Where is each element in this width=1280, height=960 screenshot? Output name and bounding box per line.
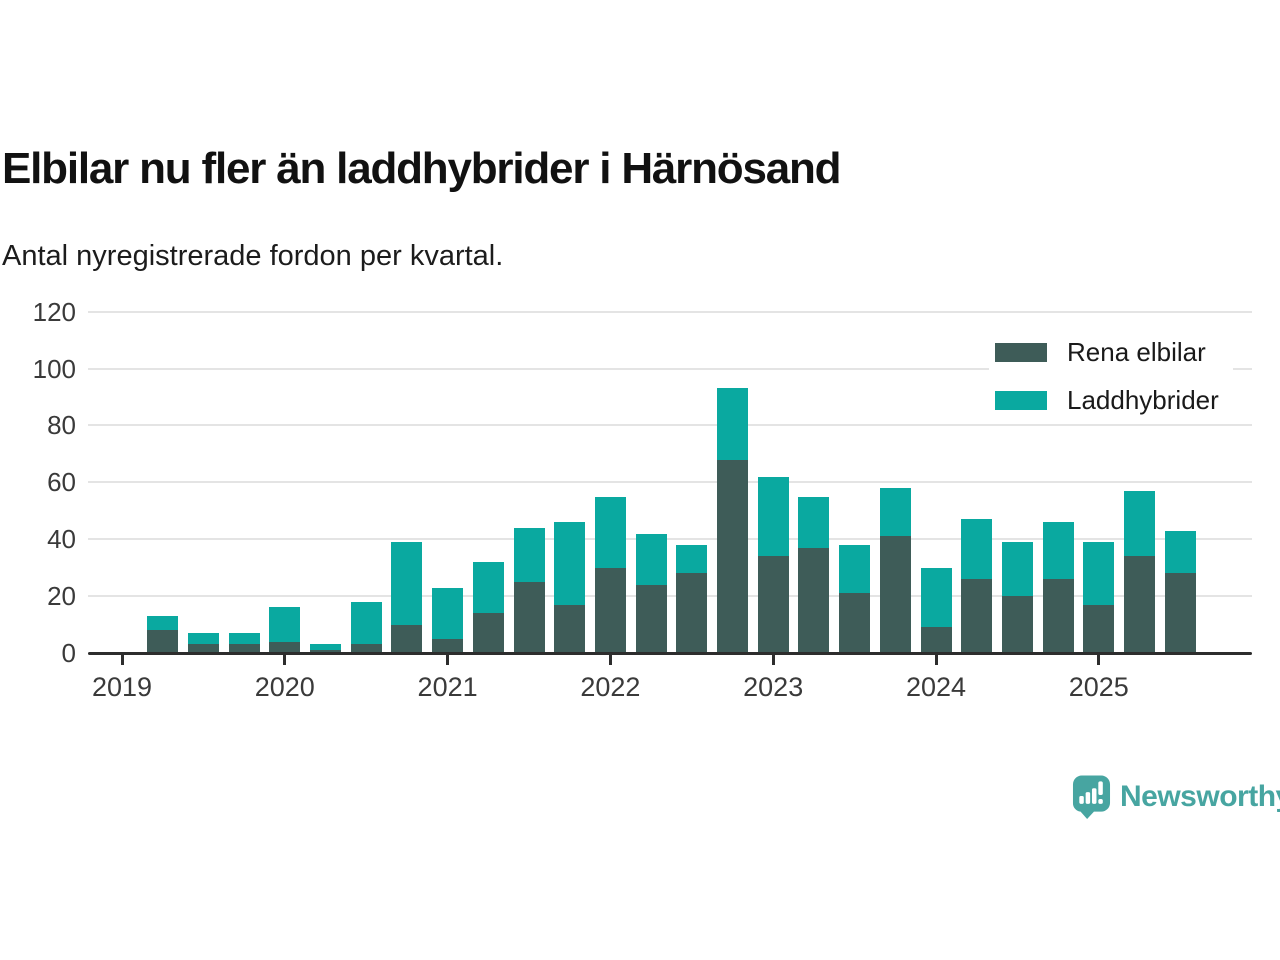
bar-segment <box>594 567 626 653</box>
x-axis-tick-2023 <box>771 654 775 665</box>
bar-segment <box>1124 490 1155 557</box>
bar-segment <box>635 533 667 585</box>
bar-segment <box>717 388 748 460</box>
y-axis-label-20: 20 <box>47 581 76 612</box>
bar-segment <box>717 459 748 653</box>
bar-segment <box>513 581 545 653</box>
bar-segment <box>391 624 423 653</box>
bar-segment <box>961 579 993 653</box>
bar-segment <box>676 573 708 653</box>
legend-label-rena-elbilar: Rena elbilar <box>1067 337 1206 367</box>
bar-segment <box>350 644 382 653</box>
bar-segment <box>920 627 952 653</box>
bar-segment <box>513 527 545 582</box>
x-axis-tick-2020 <box>283 654 287 665</box>
bar-segment <box>554 604 586 653</box>
legend-item-laddhybrider: Laddhybrider <box>995 385 1219 416</box>
x-axis-tick-2024 <box>934 654 938 665</box>
gridline-80 <box>88 424 1252 427</box>
y-axis-label-0: 0 <box>61 638 76 668</box>
y-axis-label-80: 80 <box>47 410 76 441</box>
bar-segment <box>594 496 626 568</box>
y-axis-label-120: 120 <box>32 296 76 327</box>
chart-title: Elbilar nu fler än laddhybrider i Härnös… <box>2 144 842 193</box>
bar-segment <box>757 476 789 557</box>
y-axis-label-60: 60 <box>47 467 76 498</box>
bar-segment <box>554 522 586 605</box>
bar-segment <box>798 547 830 653</box>
legend-swatch-rena-elbilar <box>995 343 1047 362</box>
x-axis-tick-2022 <box>608 654 612 665</box>
bar-segment <box>757 556 789 653</box>
newsworthy-logo[interactable]: Newsworthy <box>1072 774 1280 820</box>
bar-segment <box>879 487 911 537</box>
bar-segment <box>839 544 871 594</box>
bar-segment <box>228 633 260 645</box>
bar-segment <box>1164 573 1196 653</box>
x-axis-label-2024: 2024 <box>905 672 967 702</box>
newsworthy-speech-bubble-bar-chart-icon <box>1072 775 1111 819</box>
bar-segment <box>187 633 219 645</box>
chart-subtitle: Antal nyregistrerade fordon per kvartal. <box>2 240 504 272</box>
bar-segment <box>228 644 260 653</box>
x-axis-label-2020: 2020 <box>254 672 315 702</box>
bar-segment <box>269 641 301 653</box>
bar-segment <box>391 542 423 625</box>
x-axis-label-2025: 2025 <box>1068 672 1129 702</box>
bar-segment <box>798 496 830 548</box>
x-axis-label-2021: 2021 <box>417 672 478 702</box>
bar-segment <box>1164 530 1196 574</box>
bar-segment <box>1083 604 1115 653</box>
bar-segment <box>1042 579 1074 653</box>
legend-swatch-laddhybrider <box>995 391 1047 410</box>
bar-segment <box>472 561 504 614</box>
legend-item-rena-elbilar: Rena elbilar <box>995 337 1219 368</box>
x-axis-label-2023: 2023 <box>743 672 804 702</box>
bar-segment <box>1042 522 1074 580</box>
gridline-100 <box>88 367 1252 370</box>
bar-segment <box>635 584 667 653</box>
bar-segment <box>1124 556 1155 653</box>
bar-segment <box>147 630 179 653</box>
x-axis-label-2019: 2019 <box>91 672 153 702</box>
bar-segment <box>269 607 301 642</box>
bar-segment <box>1083 542 1115 605</box>
newsworthy-wordmark[interactable]: Newsworthy <box>1120 780 1280 813</box>
bar-segment <box>839 593 871 653</box>
y-axis-label-100: 100 <box>32 353 76 384</box>
gridline-120 <box>88 310 1252 313</box>
x-axis-line <box>88 651 1252 655</box>
x-axis-tick-2025 <box>1097 654 1101 665</box>
bar-segment <box>920 567 952 628</box>
bar-segment <box>1001 596 1033 653</box>
x-axis-tick-2019 <box>120 654 124 665</box>
bar-segment <box>432 587 464 639</box>
bar-segment <box>961 519 993 580</box>
bar-segment <box>432 638 464 653</box>
bar-segment <box>350 601 382 645</box>
legend: Rena elbilar Laddhybrider <box>989 333 1233 422</box>
y-axis-label-40: 40 <box>47 524 76 555</box>
bar-segment <box>310 644 341 651</box>
gridline-40 <box>88 538 1252 541</box>
x-axis-tick-2021 <box>446 654 450 665</box>
bar-segment <box>879 536 911 653</box>
gridline-60 <box>88 481 1252 484</box>
bar-segment <box>676 544 708 574</box>
bar-segment <box>187 644 219 653</box>
gridline-20 <box>88 595 1252 598</box>
bar-segment <box>147 616 179 631</box>
x-axis-label-2022: 2022 <box>580 672 641 702</box>
legend-label-laddhybrider: Laddhybrider <box>1067 385 1219 415</box>
bar-segment <box>1001 542 1033 597</box>
bar-segment <box>472 613 504 653</box>
